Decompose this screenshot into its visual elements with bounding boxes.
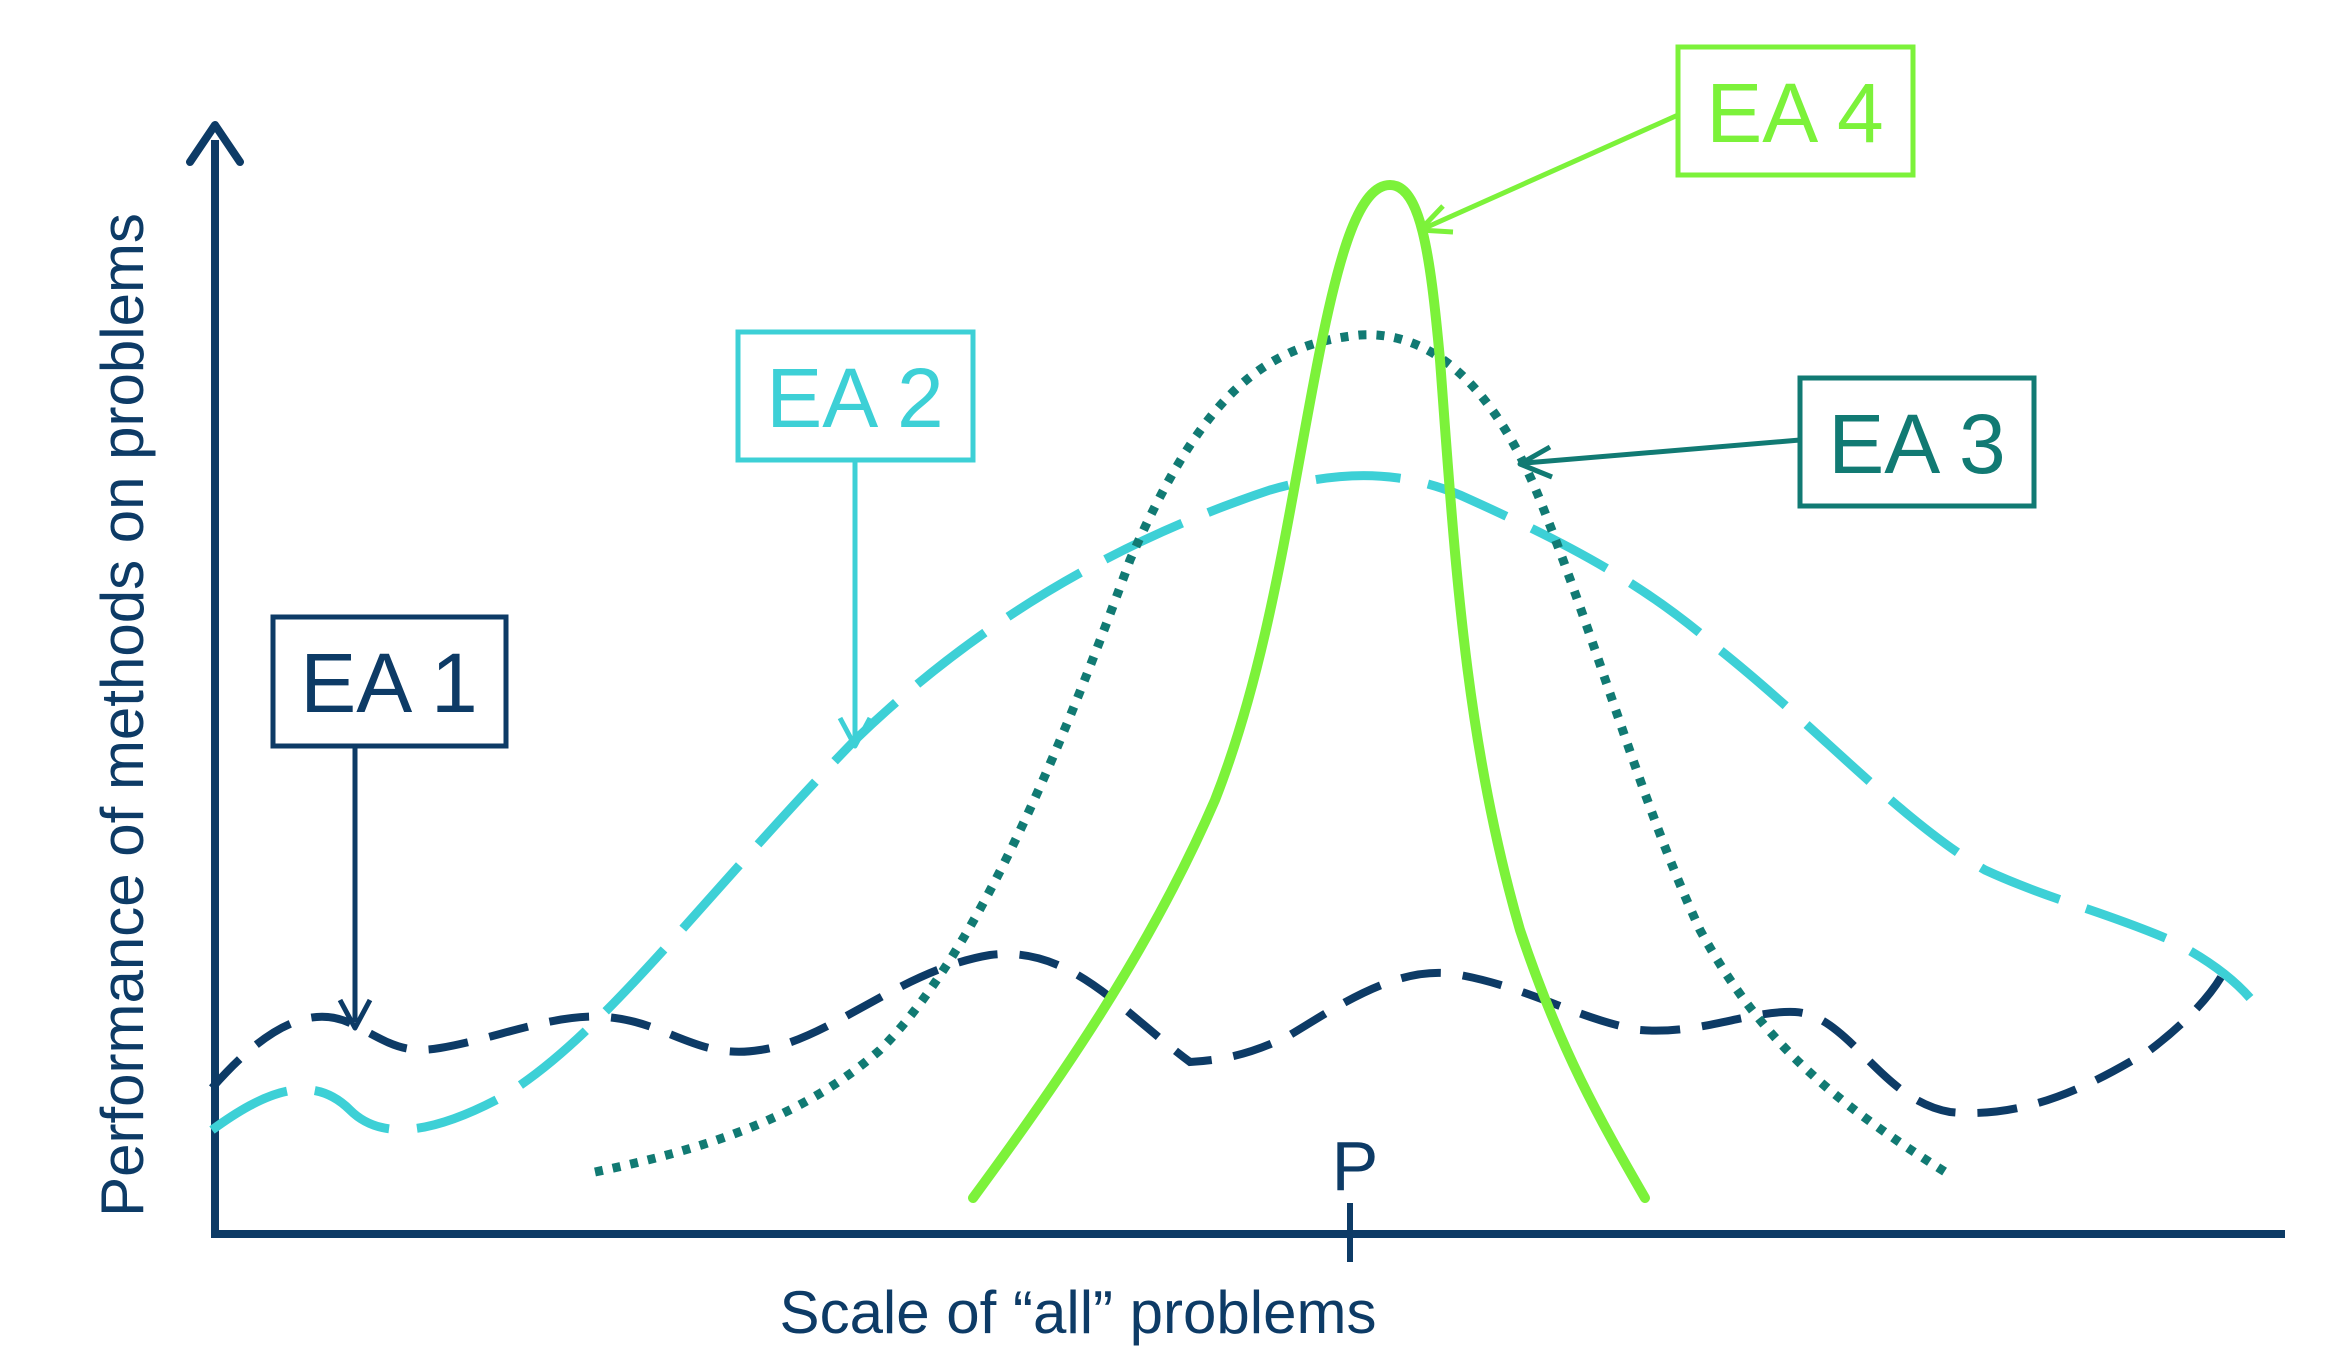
ea1-pointer-head [337,998,373,1031]
ea2-curve [209,471,2254,1135]
ea4-label: EA 4 [1706,66,1883,160]
ea4-pointer-head [1417,204,1454,235]
y-axis-arrowhead [186,121,244,166]
ea4-pointer [1423,112,1680,231]
y-axis-label: Performance of methods on problems [89,213,156,1217]
ea3-pointer-head [1517,444,1553,480]
ea2-label-box [735,329,976,463]
ea3-label-box [1797,375,2037,509]
x-axis-label: Scale of “all” problems [780,1279,1377,1346]
ea3-curve [594,330,1953,1179]
p-marker-label: P [1332,1127,1379,1205]
ea4-curve [968,179,1650,1203]
ea2-pointer-head [837,716,873,749]
ea4-label-box [1675,44,1916,178]
ea1-label-box [270,614,509,749]
ea3-label: EA 3 [1828,397,2005,491]
ea2-label: EA 2 [766,351,943,445]
ea1-curve [209,949,2229,1117]
ea1-label: EA 1 [300,636,477,730]
ea3-pointer [1524,437,1801,466]
